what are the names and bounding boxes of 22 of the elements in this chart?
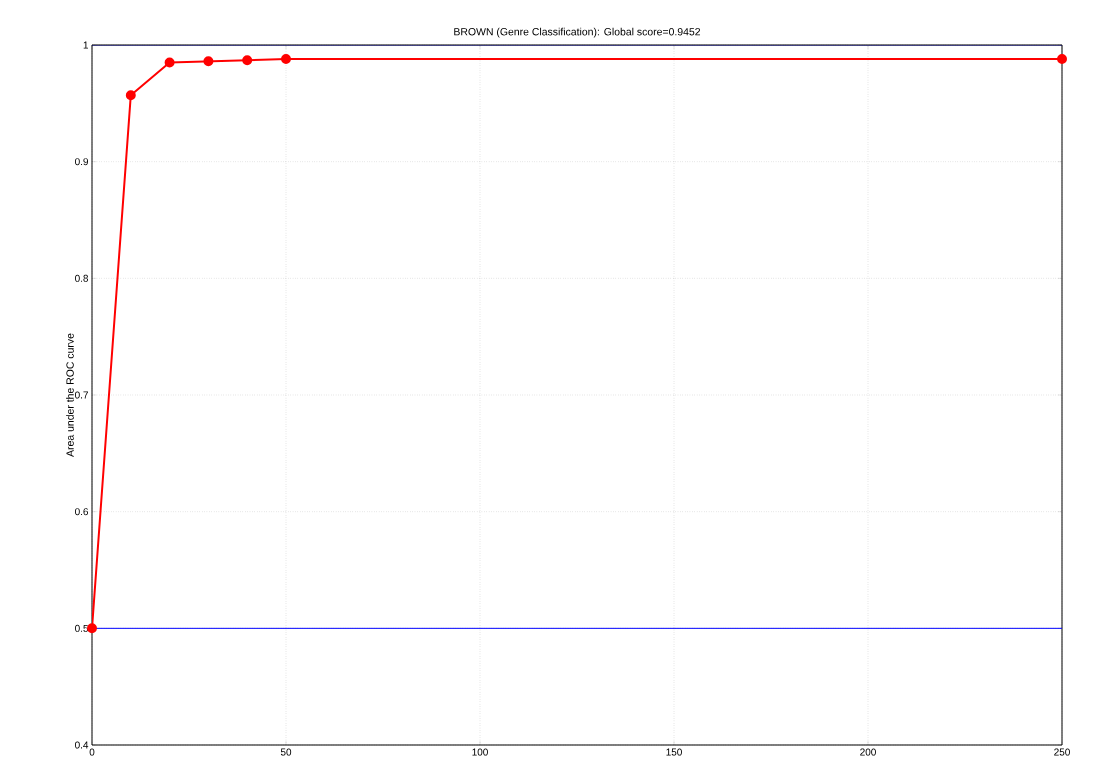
chart-title: BROWN (Genre Classification): Global score=0.9452 — [454, 27, 701, 38]
x-tick-label: 250 — [1054, 748, 1070, 756]
x-tick-label: 50 — [280, 748, 292, 756]
x-tick-label: 0 — [89, 748, 95, 756]
y-tick-label: 0.9 — [75, 158, 89, 166]
point — [87, 623, 97, 634]
x-tick-label: 150 — [666, 748, 682, 756]
point — [203, 56, 214, 67]
y-tick-label: 0.8 — [75, 274, 89, 282]
x-tick-label: 100 — [472, 748, 488, 756]
y-tick-label: 0.5 — [75, 624, 89, 632]
point — [242, 55, 253, 66]
point — [281, 54, 291, 64]
point — [164, 57, 175, 68]
x-tick-label: 200 — [860, 748, 876, 756]
y-tick-label: 0.4 — [75, 741, 89, 749]
y-tick-label: 0.6 — [75, 508, 89, 516]
point — [1057, 54, 1067, 64]
y-tick-label: 1 — [83, 41, 88, 49]
y-tick-label: 0.7 — [75, 391, 88, 399]
point — [125, 90, 136, 101]
y-axis-title: Area under the ROC curve — [66, 333, 74, 457]
